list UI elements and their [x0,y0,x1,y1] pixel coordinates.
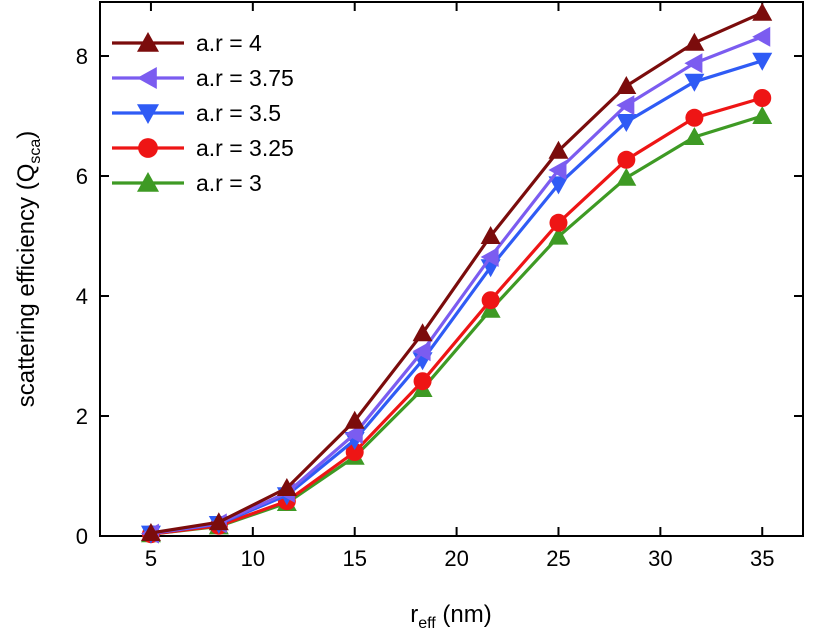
x-tick-label: 10 [241,546,265,571]
legend-marker [137,172,159,192]
data-point [276,478,297,496]
data-point [548,226,569,245]
data-point [548,160,567,180]
data-point [616,114,637,132]
data-point [684,53,703,74]
x-tick-label: 25 [546,546,570,571]
series-line [150,11,763,535]
data-point [616,76,637,94]
data-point [752,2,773,21]
data-point [481,291,500,310]
legend-label: a.r = 3.25 [196,135,294,161]
legend-item: a.r = 3.75 [112,65,294,91]
data-point [684,127,705,145]
legend-label: a.r = 3 [196,170,262,196]
plot-frame [99,1,804,537]
legend-item: a.r = 3.25 [112,135,294,161]
y-tick-label: 8 [76,44,88,69]
legend: a.r = 4 a.r = 3.75 a.r = 3.5 a.r = 3.25 a.r … [112,30,294,196]
x-tick-label: 15 [342,546,366,571]
data-point [549,213,568,232]
x-tick-label: 20 [444,546,468,571]
data-point [752,106,773,124]
data-point [344,410,365,429]
data-point [208,512,229,531]
x-axis-title: reff (nm) [410,601,492,632]
series-a-r-4 [140,2,773,541]
data-point [616,167,637,186]
data-point [752,26,771,47]
series-a-r-3-25 [141,89,772,544]
x-tick-label: 30 [648,546,672,571]
data-point [617,150,636,169]
series-layer [140,2,773,544]
data-point [753,89,772,107]
data-point [548,140,569,159]
legend-item: a.r = 3.5 [112,100,281,126]
legend-marker [137,67,157,89]
data-point [412,341,431,362]
series-line [150,96,763,536]
data-point [413,372,432,391]
data-point [616,95,635,116]
legend-item: a.r = 3 [112,170,262,196]
y-tick-label: 6 [76,164,88,189]
legend-marker [137,104,159,124]
axis-ticks: 5 10 15 20 25 30 35 0 2 4 6 8 [76,2,803,571]
data-point [548,176,569,195]
y-tick-label: 4 [76,284,88,309]
data-point [752,52,773,71]
x-tick-label: 35 [750,546,774,571]
legend-marker [137,32,159,52]
legend-marker [138,138,158,158]
y-axis-title: scattering efficiency (Qsca) [13,131,44,408]
data-point [685,108,704,127]
series-line [150,35,763,536]
data-point [140,523,161,541]
y-tick-label: 2 [76,404,88,429]
data-point [684,32,705,51]
x-tick-label: 5 [145,546,157,571]
data-point [684,73,705,92]
data-point [345,443,364,461]
data-point [344,424,363,444]
legend-label: a.r = 3.75 [196,65,294,91]
legend-item: a.r = 4 [112,30,262,56]
data-point [480,226,501,244]
y-tick-label: 0 [76,524,88,549]
data-point [480,247,499,267]
legend-label: a.r = 3.5 [196,100,281,126]
legend-label: a.r = 4 [196,30,262,56]
data-point [412,323,433,342]
